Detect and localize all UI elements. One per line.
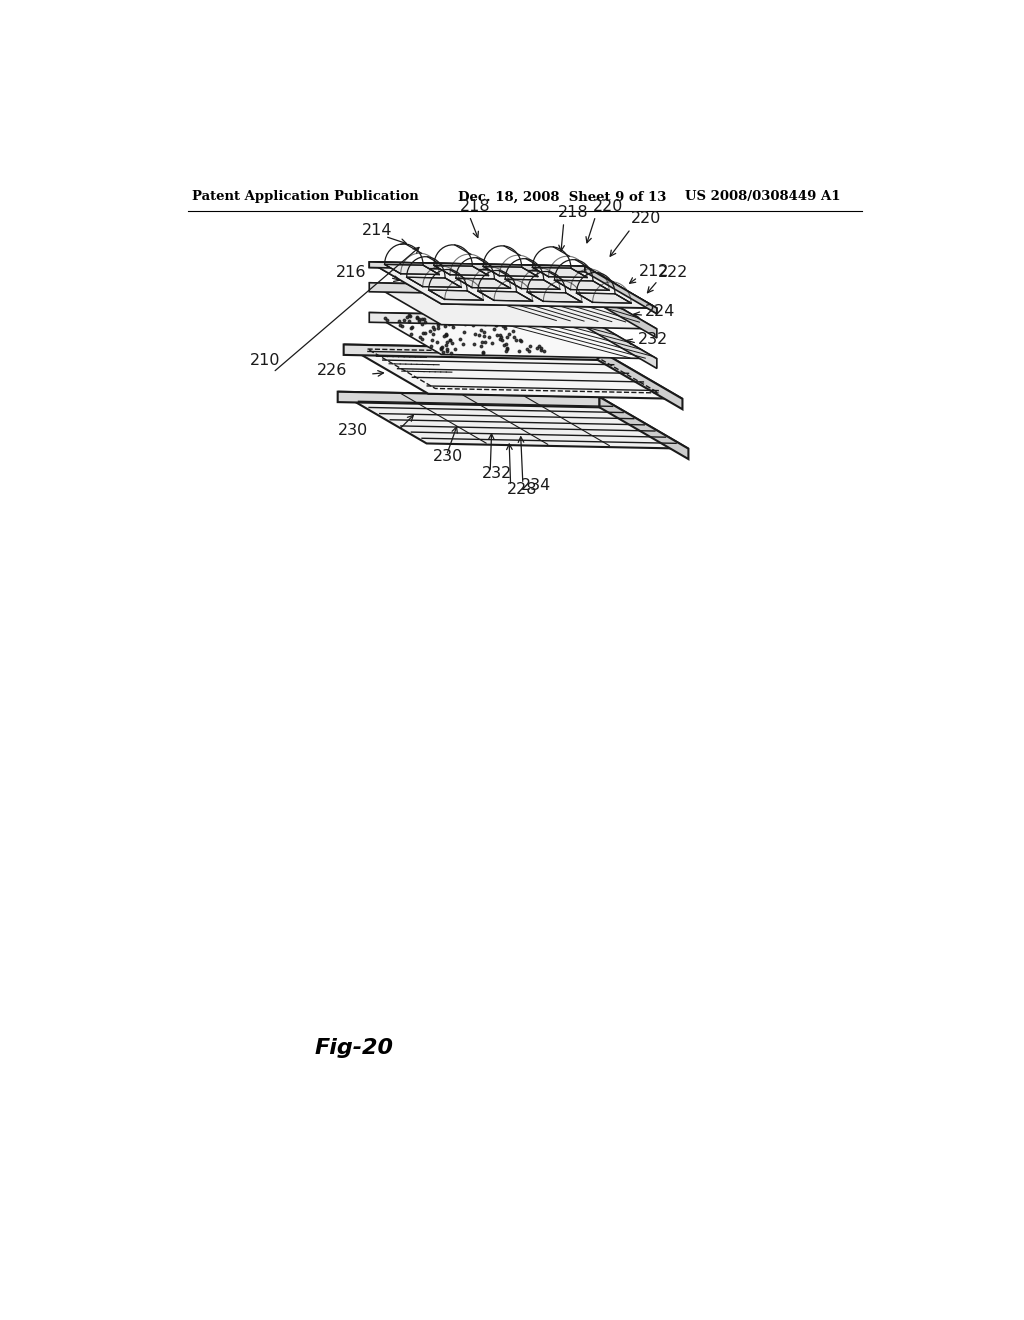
Polygon shape xyxy=(505,280,560,289)
Polygon shape xyxy=(483,267,538,276)
Text: 222: 222 xyxy=(657,265,688,280)
Text: 220: 220 xyxy=(593,198,624,214)
Polygon shape xyxy=(478,290,532,301)
Text: 228: 228 xyxy=(507,482,538,496)
Polygon shape xyxy=(434,265,488,276)
Polygon shape xyxy=(370,261,656,308)
Polygon shape xyxy=(385,264,439,275)
Polygon shape xyxy=(598,350,682,409)
Polygon shape xyxy=(370,261,656,308)
Text: Patent Application Publication: Patent Application Publication xyxy=(193,190,419,203)
Text: 212: 212 xyxy=(639,264,669,279)
Polygon shape xyxy=(554,280,609,290)
Polygon shape xyxy=(370,261,585,272)
Text: 226: 226 xyxy=(316,363,347,378)
Text: 218: 218 xyxy=(558,205,589,219)
Polygon shape xyxy=(407,277,461,288)
Text: 232: 232 xyxy=(638,331,668,347)
Polygon shape xyxy=(532,268,587,277)
Polygon shape xyxy=(429,290,483,300)
Text: Fig-20: Fig-20 xyxy=(314,1038,393,1057)
Polygon shape xyxy=(344,345,598,360)
Polygon shape xyxy=(527,292,582,302)
Polygon shape xyxy=(370,282,585,296)
Polygon shape xyxy=(585,317,656,368)
Text: 216: 216 xyxy=(336,265,367,280)
Polygon shape xyxy=(456,279,511,288)
Text: 218: 218 xyxy=(460,198,490,214)
Text: 220: 220 xyxy=(631,211,662,226)
Text: 224: 224 xyxy=(645,304,676,319)
Polygon shape xyxy=(585,267,656,314)
Polygon shape xyxy=(585,267,656,314)
Text: US 2008/0308449 A1: US 2008/0308449 A1 xyxy=(685,190,841,203)
Polygon shape xyxy=(370,282,656,329)
Polygon shape xyxy=(338,392,688,449)
Text: 214: 214 xyxy=(361,223,392,238)
Polygon shape xyxy=(344,345,682,399)
Text: 230: 230 xyxy=(338,422,368,438)
Polygon shape xyxy=(370,313,656,359)
Text: 210: 210 xyxy=(250,352,281,368)
Polygon shape xyxy=(370,313,585,326)
Polygon shape xyxy=(599,397,688,459)
Text: 230: 230 xyxy=(432,449,463,463)
Polygon shape xyxy=(370,261,585,272)
Text: 232: 232 xyxy=(481,466,512,482)
Text: 234: 234 xyxy=(520,478,551,494)
Text: Dec. 18, 2008  Sheet 9 of 13: Dec. 18, 2008 Sheet 9 of 13 xyxy=(458,190,667,203)
Polygon shape xyxy=(585,286,656,338)
Polygon shape xyxy=(577,293,631,304)
Polygon shape xyxy=(338,392,599,408)
